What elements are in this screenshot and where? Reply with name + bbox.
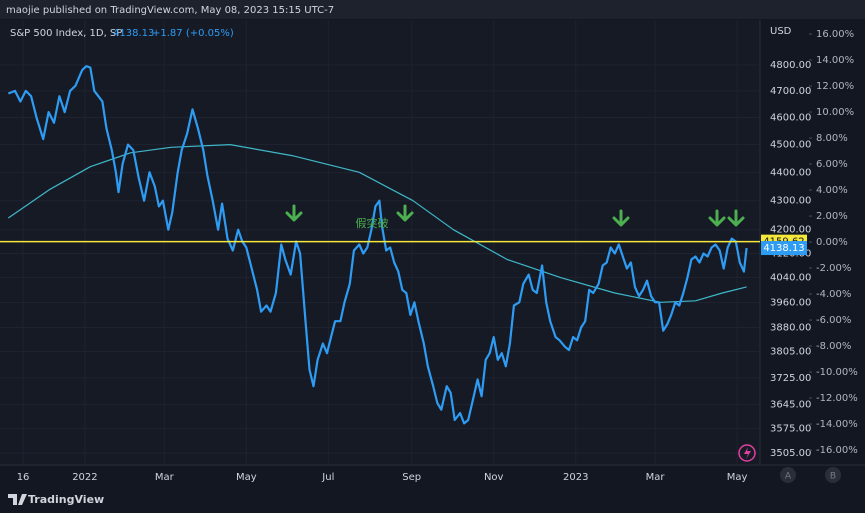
y2-tick-label: 10.00% (816, 107, 854, 118)
x-tick-label: Mar (646, 472, 666, 483)
currency: USD (770, 26, 792, 37)
price-change: +1.87 (+0.05%) (152, 28, 234, 39)
footer (0, 488, 865, 513)
x-tick-label: Nov (484, 472, 504, 483)
x-tick-label: 2022 (72, 472, 97, 483)
y2-tick-label: -10.00% (816, 367, 858, 378)
published-note: maojie published on TradingView.com, May… (6, 5, 334, 16)
button-label: B (830, 472, 836, 482)
x-tick-label: 16 (17, 472, 30, 483)
y-tick-label: 3960.00 (770, 297, 811, 308)
y-tick-label: 4700.00 (770, 86, 811, 97)
y-tick-label: 4300.00 (770, 196, 811, 207)
x-tick-label: Jul (321, 472, 334, 483)
top-bar (0, 0, 865, 19)
price-line (7, 65, 748, 425)
y-tick-label: 3645.00 (770, 400, 811, 411)
last-price-box (761, 241, 807, 256)
y2-tick-label: -2.00% (816, 263, 851, 274)
button-label: A (785, 472, 792, 482)
y-tick-label: 4040.00 (770, 273, 811, 284)
x-tick-label: May (236, 472, 257, 483)
y2-tick-label: -14.00% (816, 419, 858, 430)
y-tick-label: 3575.00 (770, 424, 811, 435)
y-tick-label: 3505.00 (770, 448, 811, 459)
legend-title: S&P 500 Index, 1D, SP (10, 28, 122, 39)
y-tick-label: 3880.00 (770, 323, 811, 334)
plot (0, 65, 760, 425)
axes: 3505.00 3575.00 3645.00 3725.00 3805.00 3880.… (17, 29, 858, 483)
brand-name: TradingView (28, 493, 104, 506)
button[interactable] (780, 467, 796, 483)
arrows (285, 204, 745, 227)
arrow (708, 209, 726, 227)
y2-tick-label: 8.00% (816, 133, 848, 144)
last-price-label: 4138.13 (763, 243, 804, 254)
x-tick-label: Sep (402, 472, 421, 483)
annotation: 假突破 (356, 216, 389, 230)
y-tick-label: 4600.00 (770, 112, 811, 123)
y-tick-label: 3725.00 (770, 373, 811, 384)
arrow (612, 209, 630, 227)
moving-average-line (7, 144, 747, 303)
y2-tick-label: 4.00% (816, 185, 848, 196)
last-price: 4138.13 (113, 28, 154, 39)
y2-tick-label: 0.00% (816, 237, 848, 248)
y-tick-label: 4500.00 (770, 140, 811, 151)
y2-tick-label: 14.00% (816, 55, 854, 66)
arrow (396, 204, 414, 222)
y-tick-label: 4400.00 (770, 167, 811, 178)
x-tick-label: 2023 (563, 472, 588, 483)
alert-icon[interactable] (738, 444, 756, 462)
y2-tick-label: 16.00% (816, 29, 854, 40)
alert-bolt (744, 447, 751, 459)
y-tick-label: 3805.00 (770, 347, 811, 358)
y2-tick-label: -8.00% (816, 341, 851, 352)
y2-tick-label: -6.00% (816, 315, 851, 326)
y2-tick-label: -12.00% (816, 393, 858, 404)
button[interactable] (825, 467, 841, 483)
y-tick-label: 4200.00 (770, 225, 811, 236)
y2-tick-label: -16.00% (816, 445, 858, 456)
plot-area (0, 20, 760, 465)
x-tick-label: May (727, 472, 748, 483)
arrow (285, 204, 303, 222)
y2-tick-label: 6.00% (816, 159, 848, 170)
y2-tick-label: -4.00% (816, 289, 851, 300)
brand-logo (8, 494, 27, 505)
arrow (727, 209, 745, 227)
x-tick-label: Mar (155, 472, 175, 483)
y2-tick-label: 12.00% (816, 81, 854, 92)
y-tick-label: 4800.00 (770, 60, 811, 71)
y2-tick-label: 2.00% (816, 211, 848, 222)
